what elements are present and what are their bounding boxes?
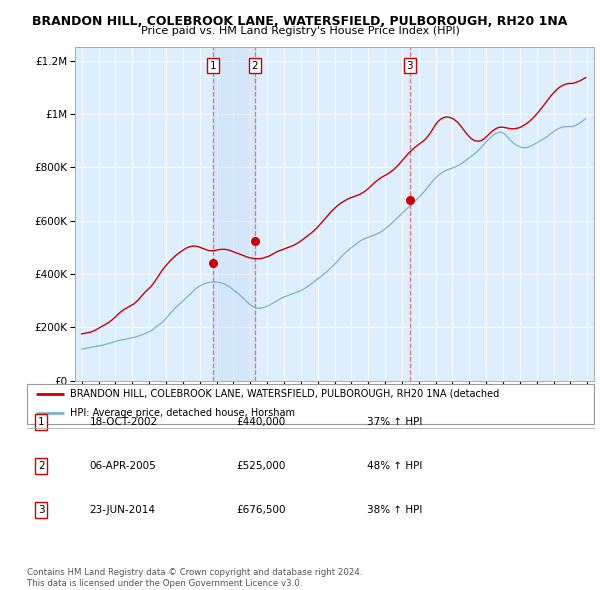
Text: 2: 2: [38, 461, 44, 471]
Text: 23-JUN-2014: 23-JUN-2014: [89, 505, 155, 515]
Text: 18-OCT-2002: 18-OCT-2002: [89, 417, 157, 427]
Text: 1: 1: [209, 61, 217, 71]
Text: 2: 2: [251, 61, 258, 71]
Text: BRANDON HILL, COLEBROOK LANE, WATERSFIELD, PULBOROUGH, RH20 1NA (detached: BRANDON HILL, COLEBROOK LANE, WATERSFIEL…: [70, 389, 499, 399]
Text: HPI: Average price, detached house, Horsham: HPI: Average price, detached house, Hors…: [70, 408, 295, 418]
Text: £440,000: £440,000: [237, 417, 286, 427]
FancyBboxPatch shape: [27, 384, 594, 424]
Text: 48% ↑ HPI: 48% ↑ HPI: [367, 461, 422, 471]
Text: 3: 3: [38, 505, 44, 515]
Text: 38% ↑ HPI: 38% ↑ HPI: [367, 505, 422, 515]
Text: This data is licensed under the Open Government Licence v3.0.: This data is licensed under the Open Gov…: [27, 579, 302, 588]
Text: 06-APR-2005: 06-APR-2005: [89, 461, 156, 471]
Text: £525,000: £525,000: [237, 461, 286, 471]
Text: Price paid vs. HM Land Registry's House Price Index (HPI): Price paid vs. HM Land Registry's House …: [140, 26, 460, 36]
Text: 3: 3: [407, 61, 413, 71]
Text: Contains HM Land Registry data © Crown copyright and database right 2024.: Contains HM Land Registry data © Crown c…: [27, 568, 362, 576]
Text: 37% ↑ HPI: 37% ↑ HPI: [367, 417, 422, 427]
Text: £676,500: £676,500: [237, 505, 286, 515]
Text: 1: 1: [38, 417, 44, 427]
Text: BRANDON HILL, COLEBROOK LANE, WATERSFIELD, PULBOROUGH, RH20 1NA: BRANDON HILL, COLEBROOK LANE, WATERSFIEL…: [32, 15, 568, 28]
Bar: [213, 47, 254, 381]
